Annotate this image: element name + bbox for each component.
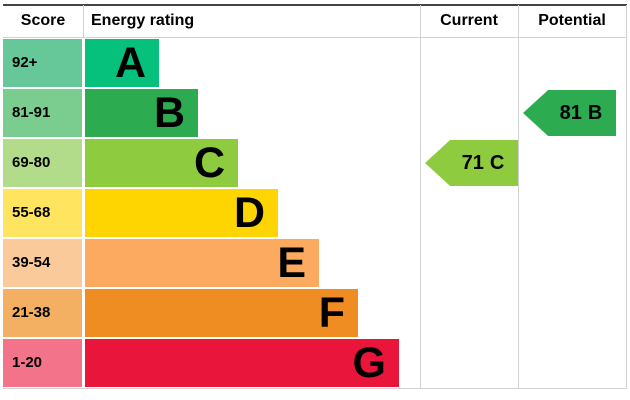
current-column-divider <box>420 5 421 389</box>
band-bar-b: B <box>85 89 198 137</box>
band-bar-a: A <box>85 39 159 87</box>
band-score-label: 39-54 <box>3 239 82 287</box>
current-header: Current <box>440 12 498 29</box>
band-row-b: 81-91 B <box>0 89 630 137</box>
top-border-line <box>3 4 627 6</box>
band-row-g: 1-20 G <box>0 339 630 387</box>
band-row-d: 55-68 D <box>0 189 630 237</box>
band-row-c: 69-80 C <box>0 139 630 187</box>
band-row-e: 39-54 E <box>0 239 630 287</box>
potential-band-letter: B <box>587 101 603 124</box>
score-header: Score <box>20 12 66 29</box>
band-row-a: 92+ A <box>0 39 630 87</box>
current-score-value: 71 <box>461 151 484 174</box>
band-bar-f: F <box>85 289 358 337</box>
potential-arrow: 81 B <box>523 90 616 136</box>
band-bar-c: C <box>85 139 238 187</box>
band-bar-e: E <box>85 239 319 287</box>
right-border-line <box>626 5 627 389</box>
energy-rating-header: Energy rating <box>91 12 195 29</box>
band-score-label: 81-91 <box>3 89 82 137</box>
band-score-label: 21-38 <box>3 289 82 337</box>
potential-score-value: 81 <box>559 101 582 124</box>
band-score-label: 69-80 <box>3 139 82 187</box>
potential-header: Potential <box>538 12 606 29</box>
potential-column-divider <box>518 5 519 389</box>
current-band-letter: C <box>489 151 505 174</box>
band-bar-d: D <box>85 189 278 237</box>
score-column-divider <box>83 5 84 37</box>
band-row-f: 21-38 F <box>0 289 630 337</box>
band-score-label: 1-20 <box>3 339 82 387</box>
band-score-label: 92+ <box>3 39 82 87</box>
header-divider-line <box>3 37 627 38</box>
bottom-border-line <box>3 388 627 389</box>
band-score-label: 55-68 <box>3 189 82 237</box>
band-bar-g: G <box>85 339 399 387</box>
